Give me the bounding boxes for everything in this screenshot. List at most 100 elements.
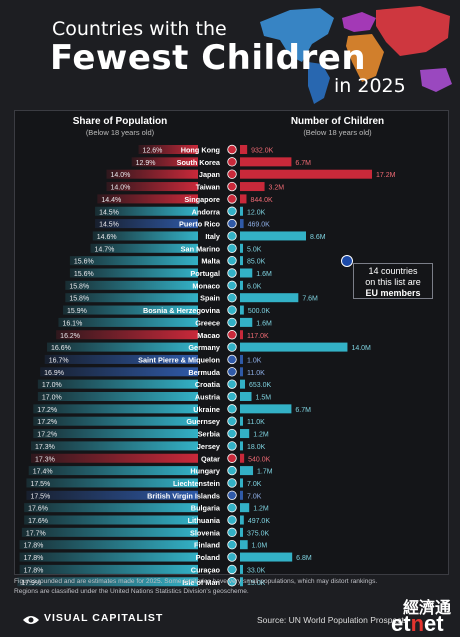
flag-icon bbox=[227, 280, 237, 291]
flag-icon bbox=[227, 441, 237, 451]
share-bar bbox=[90, 243, 198, 253]
children-bar bbox=[240, 194, 247, 204]
children-label: 653.0K bbox=[249, 382, 272, 389]
country-label: Ukraine bbox=[193, 405, 220, 414]
share-header: Share of Population (Below 18 years old) bbox=[25, 116, 215, 137]
share-label: 17.3% bbox=[35, 456, 55, 463]
children-label: 6.7M bbox=[295, 160, 311, 167]
visual-capitalist-logo-icon bbox=[23, 616, 39, 624]
children-label: 844.0K bbox=[250, 197, 273, 204]
share-header-title: Share of Population bbox=[72, 116, 168, 127]
children-label: 11.0K bbox=[247, 370, 265, 377]
country-label: Poland bbox=[196, 553, 220, 562]
share-label: 16.1% bbox=[62, 320, 82, 327]
children-bar bbox=[240, 453, 245, 463]
flag-icon bbox=[227, 515, 237, 525]
flag-icon bbox=[227, 206, 237, 216]
eu-flag-icon bbox=[341, 255, 353, 267]
country-label: Singapore bbox=[184, 195, 220, 204]
share-label: 16.6% bbox=[51, 345, 71, 352]
country-label: Croatia bbox=[195, 380, 221, 389]
country-label: Lithuania bbox=[188, 516, 221, 525]
watermark-brand-post: et bbox=[424, 611, 444, 636]
flag-icon bbox=[227, 144, 237, 155]
children-label: 5.0K bbox=[247, 246, 262, 253]
share-header-sub: (Below 18 years old) bbox=[85, 128, 155, 137]
share-label: 14.0% bbox=[111, 172, 131, 179]
children-label: 1.7M bbox=[257, 469, 273, 476]
share-label: 17.2% bbox=[37, 432, 57, 439]
header: Countries with the Fewest Children in 20… bbox=[0, 0, 460, 110]
footnote-line-1: Figures rounded and are estimates made f… bbox=[14, 578, 378, 585]
country-label: Slovenia bbox=[190, 528, 221, 537]
share-bar bbox=[37, 379, 198, 389]
share-bar bbox=[44, 354, 198, 364]
children-label: 8.6M bbox=[310, 234, 326, 241]
share-label: 12.6% bbox=[143, 148, 163, 155]
share-bar bbox=[92, 231, 198, 241]
children-bar bbox=[240, 577, 243, 587]
children-bar bbox=[240, 367, 243, 377]
children-bar bbox=[240, 317, 253, 327]
children-label: 540.0K bbox=[248, 456, 271, 463]
flag-icon bbox=[227, 564, 237, 575]
children-label: 12.0K bbox=[247, 209, 266, 216]
share-bar bbox=[19, 552, 199, 562]
share-label: 15.6% bbox=[74, 271, 94, 278]
country-label: Jersey bbox=[197, 442, 221, 451]
country-label: San Marino bbox=[181, 244, 221, 253]
country-label: Andorra bbox=[192, 207, 221, 216]
children-label: 3.2M bbox=[269, 185, 285, 192]
children-label: 1.6M bbox=[256, 271, 272, 278]
share-label: 12.9% bbox=[136, 160, 156, 167]
children-bar bbox=[240, 515, 244, 525]
country-label: Bosnia & Herzegovina bbox=[143, 306, 221, 315]
country-label: Greece bbox=[195, 318, 220, 327]
share-label: 17.3% bbox=[35, 444, 55, 451]
children-bar bbox=[240, 169, 372, 179]
share-bar bbox=[95, 219, 198, 229]
share-label: 14.7% bbox=[94, 246, 114, 253]
children-bar bbox=[240, 552, 293, 562]
share-bar bbox=[17, 577, 198, 587]
share-label: 17.4% bbox=[33, 469, 53, 476]
share-bar bbox=[31, 453, 199, 463]
flag-icon bbox=[227, 268, 237, 278]
children-label: 11.0K bbox=[247, 419, 265, 426]
share-bar bbox=[24, 515, 199, 525]
share-label: 17.8% bbox=[24, 567, 44, 574]
flag-icon bbox=[227, 194, 237, 204]
share-label: 14.4% bbox=[101, 197, 121, 204]
share-bar bbox=[106, 169, 198, 179]
children-label: 1.0M bbox=[252, 543, 268, 550]
flag-icon bbox=[227, 181, 237, 192]
brand-name: VISUAL CAPITALIST bbox=[44, 612, 164, 624]
flag-icon bbox=[227, 293, 237, 303]
country-label: Liechtenstein bbox=[173, 479, 220, 488]
children-label: 14.0M bbox=[351, 345, 371, 352]
share-label: 15.8% bbox=[69, 296, 89, 303]
flag-icon bbox=[227, 354, 237, 365]
country-label: Saint Pierre & Miquelon bbox=[138, 355, 220, 364]
flag-icon bbox=[227, 342, 237, 352]
country-label: Hong Kong bbox=[181, 146, 220, 155]
share-bar bbox=[97, 194, 198, 204]
flag-icon bbox=[227, 379, 237, 389]
country-label: Puerto Rico bbox=[179, 220, 220, 229]
share-bar bbox=[28, 466, 198, 476]
share-label: 17.2% bbox=[37, 419, 57, 426]
children-label: 7.0K bbox=[247, 481, 262, 488]
callout-line-3: EU members bbox=[365, 288, 421, 298]
country-label: Portugal bbox=[190, 269, 220, 278]
children-label: 1.2M bbox=[253, 432, 269, 439]
share-bar bbox=[21, 527, 198, 537]
children-label: 33.0K bbox=[247, 567, 266, 574]
children-bar bbox=[240, 564, 243, 574]
children-bar bbox=[240, 145, 248, 154]
country-label: Spain bbox=[200, 294, 220, 303]
share-bar bbox=[95, 206, 198, 216]
country-label: South Korea bbox=[177, 158, 221, 167]
share-label: 15.6% bbox=[74, 259, 94, 266]
children-bar bbox=[240, 527, 243, 537]
